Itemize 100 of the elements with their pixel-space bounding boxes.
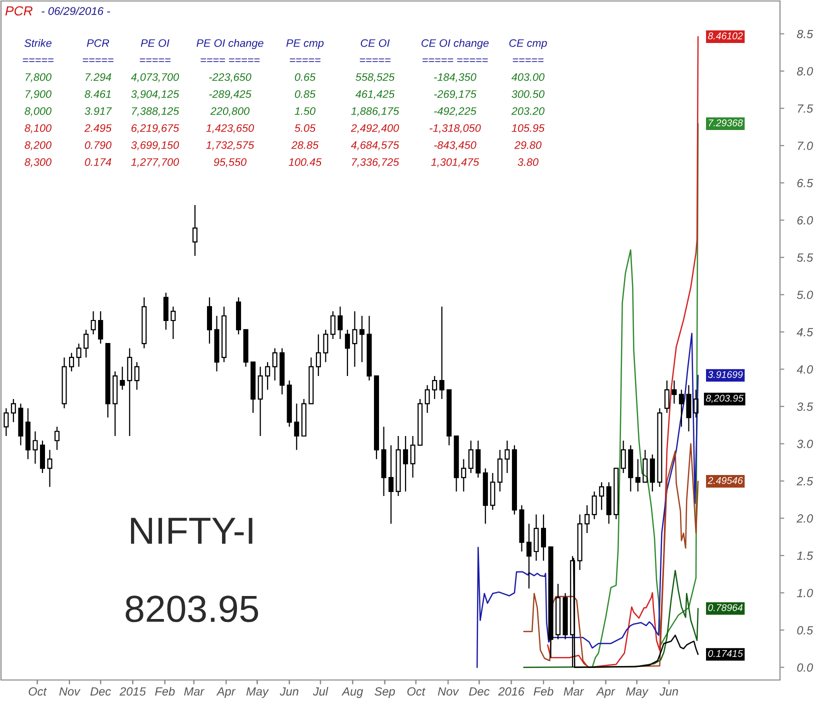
candlestick bbox=[344, 329, 350, 376]
candlestick bbox=[548, 546, 554, 658]
x-tick-label: May bbox=[626, 687, 649, 698]
y-tick-label: 6.5 bbox=[797, 178, 814, 188]
candlestick bbox=[90, 310, 96, 335]
x-tick-label: Nov bbox=[438, 687, 460, 696]
candlestick bbox=[120, 366, 125, 390]
candlestick bbox=[642, 449, 648, 483]
annotation: 1,886,175 bbox=[351, 107, 400, 116]
annotation: ===== bbox=[140, 58, 170, 62]
candlestick bbox=[497, 449, 502, 492]
candlestick bbox=[338, 306, 343, 340]
annotation: 0.85 bbox=[294, 90, 316, 98]
candlestick bbox=[214, 315, 220, 372]
annotation: -289,425 bbox=[209, 90, 252, 100]
candlestick bbox=[10, 398, 16, 423]
annotation: 8,203.95 bbox=[706, 394, 744, 403]
annotation: 7.294 bbox=[86, 73, 112, 81]
annotation: 1,732,575 bbox=[206, 141, 254, 150]
annotation: PE OI change bbox=[196, 38, 264, 50]
annotation: 3.917 bbox=[84, 107, 112, 115]
candlestick bbox=[98, 310, 104, 344]
candlestick bbox=[40, 440, 46, 474]
candlestick bbox=[308, 356, 314, 404]
x-tick-label: Mar bbox=[564, 687, 584, 696]
candlestick bbox=[54, 426, 60, 450]
y-tick-label: 0.0 bbox=[797, 663, 813, 672]
annotation: 300.50 bbox=[512, 90, 544, 98]
annotation: PE cmp bbox=[286, 39, 324, 50]
x-tick-label: Nov bbox=[59, 687, 81, 696]
annotation: PE OI bbox=[140, 39, 170, 47]
candlestick bbox=[599, 482, 604, 510]
annotation: 2,492,400 bbox=[350, 124, 400, 134]
y-tick-label: 7.0 bbox=[798, 142, 813, 150]
annotation: 28.85 bbox=[291, 141, 319, 149]
candlestick bbox=[418, 398, 423, 446]
x-tick-label: Apr bbox=[596, 687, 616, 698]
candlestick bbox=[47, 449, 52, 488]
annotation: 0.65 bbox=[294, 73, 316, 81]
candlestick bbox=[482, 468, 488, 524]
y-tick-label: 6.0 bbox=[797, 216, 813, 225]
candlestick bbox=[206, 296, 212, 344]
candlestick bbox=[672, 380, 677, 404]
candlestick bbox=[163, 292, 168, 330]
y-tick-label: 1.5 bbox=[796, 552, 814, 560]
annotation: 7,388,125 bbox=[132, 107, 180, 116]
x-tick-label: Sep bbox=[374, 687, 395, 698]
candlestick bbox=[236, 296, 242, 335]
annotation: NIFTY-I bbox=[131, 518, 252, 544]
candlestick bbox=[134, 362, 140, 390]
annotation: ===== bbox=[512, 58, 544, 62]
annotation: 7,900 bbox=[26, 90, 52, 100]
annotation: -184,350 bbox=[434, 73, 476, 82]
x-tick-label: Oct bbox=[28, 687, 47, 696]
annotation: ===== bbox=[22, 58, 54, 62]
annotation: 1,277,700 bbox=[131, 158, 180, 168]
x-tick-label: Dec bbox=[90, 687, 111, 696]
x-tick-label: Feb bbox=[534, 686, 554, 696]
annotation: 7,336,725 bbox=[352, 158, 400, 168]
candlestick bbox=[664, 380, 670, 414]
annotation: 95,550 bbox=[214, 158, 246, 168]
x-tick-label: Jun bbox=[280, 687, 298, 696]
candlestick bbox=[454, 435, 459, 492]
x-tick-label: Aug bbox=[342, 687, 364, 698]
candlestick bbox=[628, 444, 634, 492]
candlestick bbox=[84, 329, 89, 358]
annotation: 8203.95 bbox=[126, 596, 258, 622]
candlestick bbox=[614, 468, 619, 520]
candlestick bbox=[18, 403, 24, 446]
annotation: -492,225 bbox=[434, 107, 476, 116]
candlestick bbox=[69, 352, 74, 372]
candlestick bbox=[4, 408, 9, 437]
annotation: -843,450 bbox=[434, 141, 476, 150]
candlestick bbox=[620, 440, 626, 474]
annotation: ==== ===== bbox=[200, 58, 260, 62]
y-tick-label: 1.0 bbox=[796, 588, 813, 598]
y-tick-label: 0.5 bbox=[797, 626, 814, 634]
candlestick bbox=[127, 348, 132, 437]
annotation: 8,100 bbox=[24, 124, 52, 134]
candlestick bbox=[693, 389, 698, 418]
annotation: 1,423,650 bbox=[206, 124, 254, 134]
annotation: 461,425 bbox=[355, 90, 395, 100]
candlestick bbox=[301, 398, 306, 437]
candlestick bbox=[258, 366, 263, 437]
annotation: ===== bbox=[360, 58, 390, 62]
data-label: 3.91699 bbox=[708, 371, 743, 378]
annotation: 558,525 bbox=[356, 73, 395, 82]
annotation: ===== bbox=[290, 58, 320, 62]
x-tick-label: Dec bbox=[469, 687, 490, 696]
annotation: ===== ===== bbox=[422, 58, 488, 62]
annotation: -269,175 bbox=[434, 90, 476, 100]
candlestick bbox=[577, 514, 582, 571]
candlestick bbox=[316, 334, 321, 376]
candlestick bbox=[540, 514, 546, 562]
candlestick bbox=[584, 504, 590, 534]
candlestick bbox=[556, 583, 561, 640]
annotation: 1.50 bbox=[294, 107, 316, 115]
candlestick bbox=[432, 375, 438, 400]
candlestick bbox=[388, 444, 394, 524]
annotation: 8.461 bbox=[84, 90, 111, 98]
